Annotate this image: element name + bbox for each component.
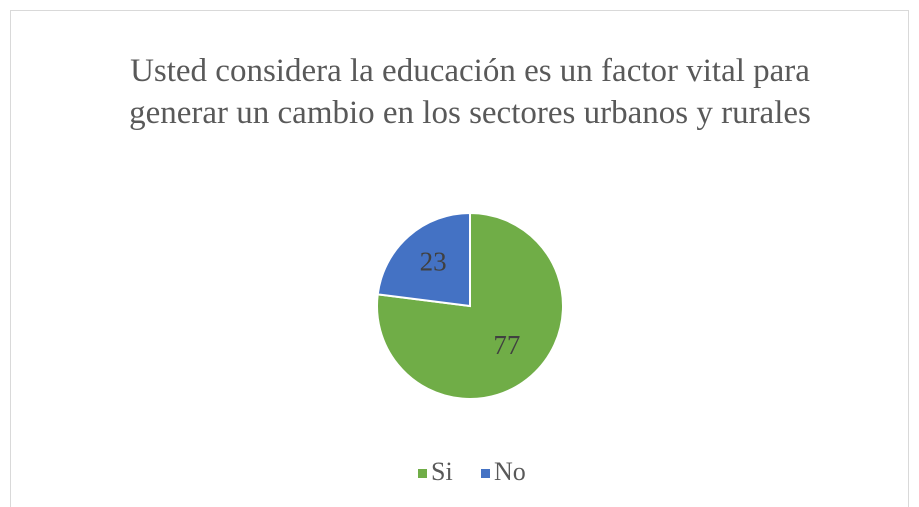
data-label: 77 (493, 330, 520, 360)
pie-slice (376, 211, 471, 308)
chart-border (10, 10, 909, 507)
legend-swatch (418, 469, 427, 478)
legend-label: No (494, 457, 526, 486)
legend-label: Si (431, 457, 453, 486)
legend-swatch (481, 469, 490, 478)
data-label: 23 (420, 246, 447, 276)
chart-title: Usted considera la educación es un facto… (129, 53, 811, 131)
